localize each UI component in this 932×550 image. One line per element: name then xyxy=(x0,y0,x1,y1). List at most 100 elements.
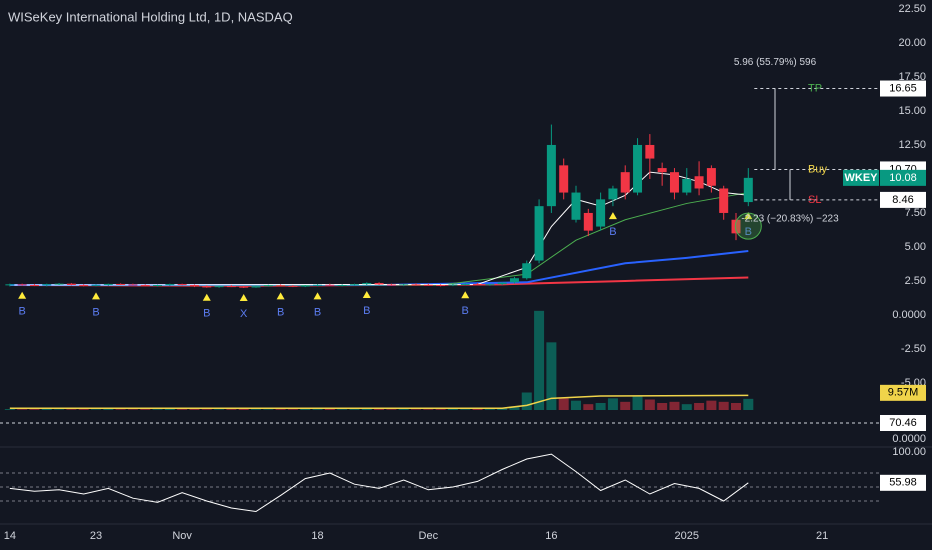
signal-label: B xyxy=(18,306,25,318)
volume-bar xyxy=(571,400,581,410)
candle-body xyxy=(522,263,532,279)
volume-bar xyxy=(484,409,495,410)
candle-body xyxy=(386,284,396,286)
volume-bar xyxy=(115,409,126,410)
candle-body xyxy=(731,219,741,234)
signal-label: B xyxy=(92,306,99,318)
volume-bar xyxy=(534,310,545,410)
signal-triangle xyxy=(239,294,248,302)
signal-highlight xyxy=(734,212,762,240)
volume-bar xyxy=(472,408,483,410)
oscillator-line xyxy=(9,453,749,513)
volume-bar xyxy=(583,404,594,410)
volume-bar xyxy=(620,401,631,410)
candle-body xyxy=(165,284,175,286)
volume-bar xyxy=(140,409,151,410)
price-tag-box xyxy=(880,80,926,97)
volume-bar xyxy=(447,409,458,410)
candle-body xyxy=(214,286,224,288)
y-tick-label: -2.50 xyxy=(901,343,926,355)
volume-bar xyxy=(411,409,421,410)
candle-body xyxy=(300,285,310,287)
candle-body xyxy=(620,172,630,193)
trade-level-label: SL xyxy=(808,194,821,206)
candle-body xyxy=(288,285,298,287)
candle-body xyxy=(743,177,753,203)
candle-body xyxy=(682,178,692,193)
candle-body xyxy=(276,285,286,287)
volume-bar xyxy=(214,409,225,410)
candle-body xyxy=(313,284,323,286)
candle-body xyxy=(497,282,507,285)
candle-body xyxy=(263,285,273,287)
volume-bar xyxy=(54,409,65,410)
candle-body xyxy=(657,168,667,173)
y-tick-label: 5.00 xyxy=(905,241,926,253)
volume-bar xyxy=(238,408,249,410)
volume-bar xyxy=(324,408,335,410)
volume-bar xyxy=(177,409,188,410)
volume-bar xyxy=(657,403,668,410)
volume-bar xyxy=(152,409,163,410)
volume-bar xyxy=(300,409,311,410)
price-tag-box xyxy=(880,474,926,491)
price-tag: 8.46 xyxy=(892,194,913,206)
candle-body xyxy=(128,284,138,286)
volume-bar xyxy=(669,401,680,410)
y-tick-label: 7.50 xyxy=(905,207,926,219)
volume-bar xyxy=(4,409,15,410)
candle-body xyxy=(226,286,236,288)
signal-triangle xyxy=(92,292,100,300)
volume-bar xyxy=(78,409,89,410)
signal-triangle xyxy=(202,293,211,301)
candle-body xyxy=(411,284,421,286)
candle-body xyxy=(103,283,113,285)
signal-triangle xyxy=(461,291,470,299)
signal-triangle xyxy=(313,292,322,300)
candle-body xyxy=(423,284,433,286)
candle-body xyxy=(153,285,163,287)
volume-bar xyxy=(706,400,717,410)
loss-text: -2.23 (−20.83%) −223 xyxy=(741,214,839,225)
candle-body xyxy=(719,188,729,213)
candle-body xyxy=(349,284,359,286)
candle-body xyxy=(399,284,409,286)
candle-body xyxy=(202,286,212,288)
candle-body xyxy=(362,282,372,285)
candle-body xyxy=(436,285,446,287)
candle-body xyxy=(534,206,544,261)
symbol-tag-box xyxy=(843,169,879,186)
volume-tag-box xyxy=(880,384,926,401)
volume-bar xyxy=(312,409,323,410)
volume-bar xyxy=(521,392,532,410)
signal-label: B xyxy=(203,308,210,320)
x-tick-label: 2025 xyxy=(675,530,699,542)
volume-bar xyxy=(546,342,557,410)
volume-bar xyxy=(275,409,286,410)
volume-bar xyxy=(349,409,360,410)
candle-body xyxy=(509,278,519,283)
price-tag-box xyxy=(880,414,926,431)
price-tag: 70.46 xyxy=(889,417,917,429)
volume-bar xyxy=(731,403,741,410)
candle-body xyxy=(79,285,89,287)
x-tick-label: Dec xyxy=(419,530,439,542)
volume-bar xyxy=(66,409,77,410)
candle-body xyxy=(559,165,569,193)
price-tag: 55.98 xyxy=(889,477,917,489)
signal-triangle xyxy=(18,291,27,299)
candle-body xyxy=(546,144,556,207)
volume-bar xyxy=(632,396,643,410)
candle-body xyxy=(694,176,704,189)
candle-body xyxy=(140,285,150,287)
candle-body xyxy=(116,283,126,285)
volume-bar xyxy=(460,409,471,410)
candle-body xyxy=(239,286,249,288)
candle-body xyxy=(706,168,716,186)
volume-bar xyxy=(17,409,28,410)
signal-label: X xyxy=(240,308,248,320)
volume-bar xyxy=(644,399,655,410)
x-tick-label: 14 xyxy=(4,530,16,542)
volume-bar xyxy=(263,409,274,410)
candle-body xyxy=(42,284,52,286)
